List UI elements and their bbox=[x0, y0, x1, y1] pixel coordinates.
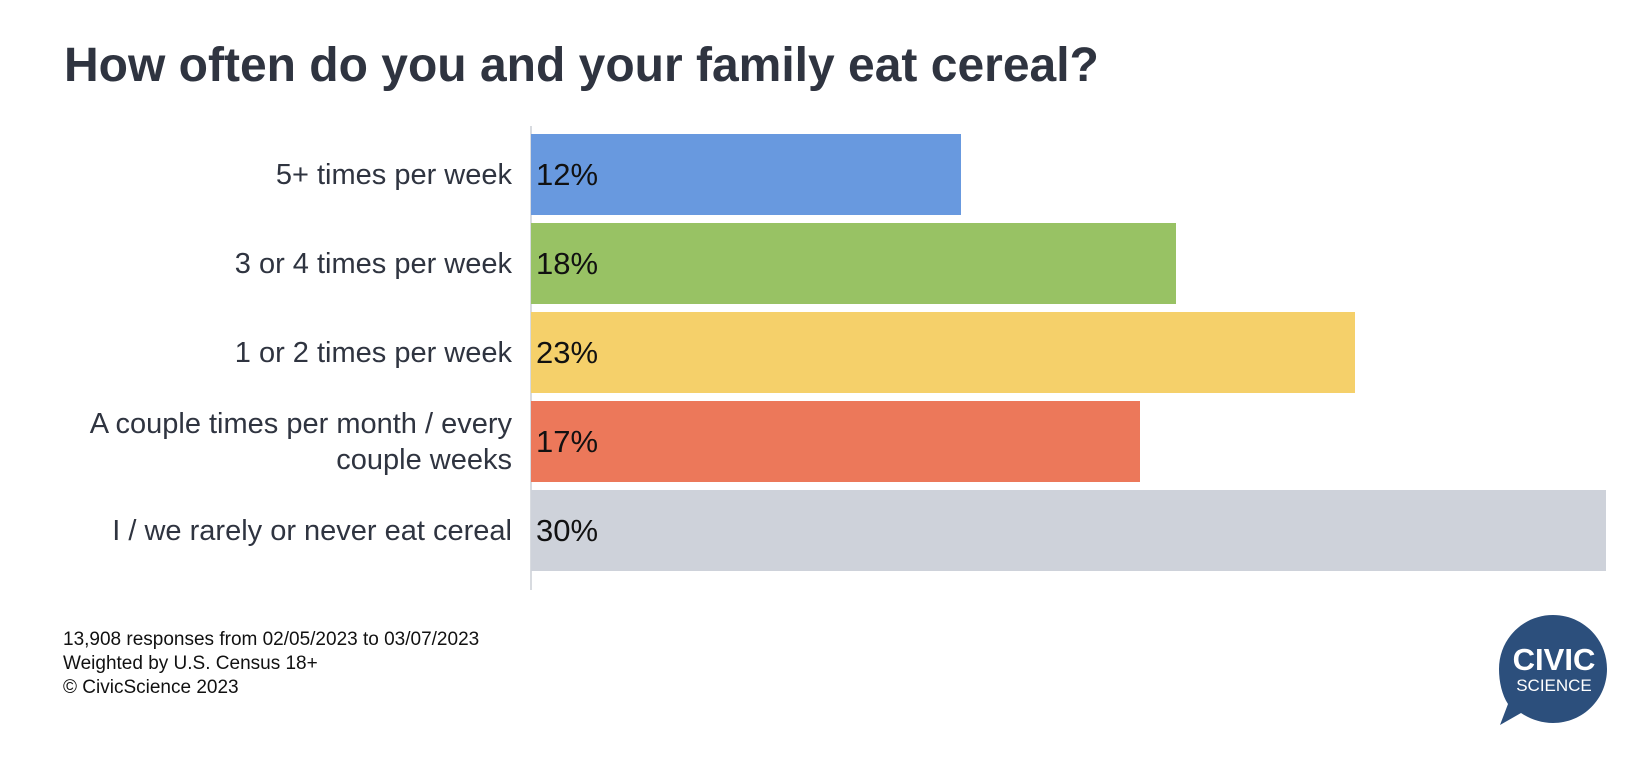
bar bbox=[531, 490, 1606, 571]
bar bbox=[531, 312, 1356, 393]
bar bbox=[531, 134, 961, 215]
bar bbox=[531, 223, 1176, 304]
bar-value-label: 23% bbox=[536, 335, 599, 370]
category-label: A couple times per month / every couple … bbox=[89, 407, 512, 476]
category-label: I / we rarely or never eat cereal bbox=[112, 514, 512, 547]
bar-value-label: 17% bbox=[536, 424, 599, 459]
chart-footer: 13,908 responses from 02/05/2023 to 03/0… bbox=[63, 628, 479, 700]
civicscience-logo-icon: CIVIC SCIENCE bbox=[1499, 615, 1607, 725]
logo-word-civic: CIVIC bbox=[1513, 642, 1596, 677]
footer-copyright: © CivicScience 2023 bbox=[63, 677, 239, 698]
bar bbox=[531, 401, 1141, 482]
bar-value-label: 12% bbox=[536, 157, 599, 192]
bar-value-label: 30% bbox=[536, 513, 599, 548]
category-label: 3 or 4 times per week bbox=[234, 247, 512, 280]
category-label: 1 or 2 times per week bbox=[234, 336, 512, 369]
category-label: 5+ times per week bbox=[275, 158, 512, 191]
logo-word-science: SCIENCE bbox=[1516, 676, 1592, 695]
chart-title: How often do you and your family eat cer… bbox=[64, 39, 1099, 92]
footer-weighting: Weighted by U.S. Census 18+ bbox=[63, 653, 318, 674]
bar-value-label: 18% bbox=[536, 246, 599, 281]
footer-responses: 13,908 responses from 02/05/2023 to 03/0… bbox=[63, 629, 480, 650]
